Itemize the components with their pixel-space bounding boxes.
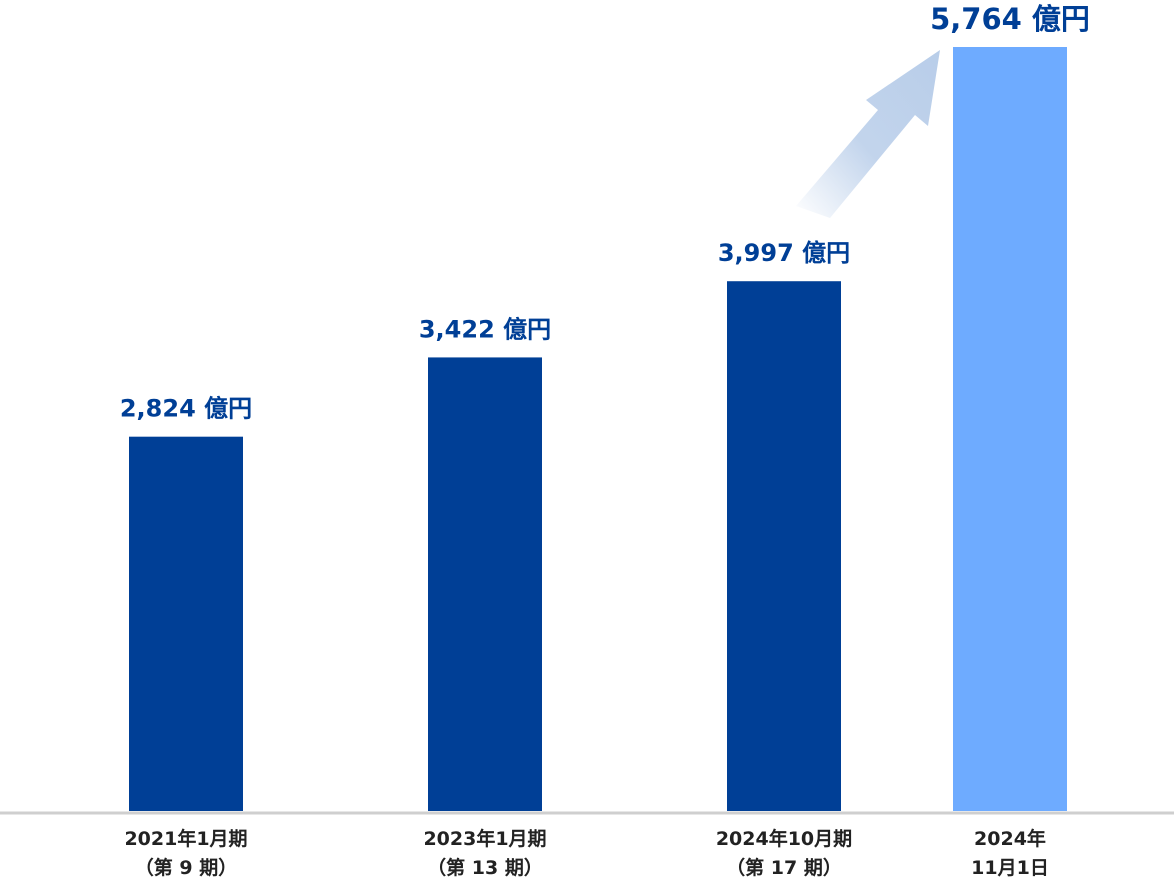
category-label-3-1: 11月1日 xyxy=(971,857,1049,879)
bar-0 xyxy=(129,436,243,811)
value-label-1: 3,422 億円 xyxy=(419,315,551,343)
category-label-0-1: （第 9 期） xyxy=(135,856,237,879)
bar-2 xyxy=(727,281,841,811)
bar-3 xyxy=(953,47,1067,811)
category-label-1-1: （第 13 期） xyxy=(427,856,543,879)
value-label-2: 3,997 億円 xyxy=(718,239,850,267)
growth-arrow xyxy=(796,50,940,218)
value-label-0: 2,824 億円 xyxy=(120,395,252,423)
category-label-2-1: （第 17 期） xyxy=(726,856,842,879)
category-label-3-0: 2024年 xyxy=(974,827,1046,850)
value-label-3: 5,764 億円 xyxy=(930,2,1090,36)
bar-1 xyxy=(428,357,542,811)
category-label-2-0: 2024年10月期 xyxy=(716,827,852,850)
category-label-0-0: 2021年1月期 xyxy=(124,827,247,850)
category-label-1-0: 2023年1月期 xyxy=(423,827,546,850)
